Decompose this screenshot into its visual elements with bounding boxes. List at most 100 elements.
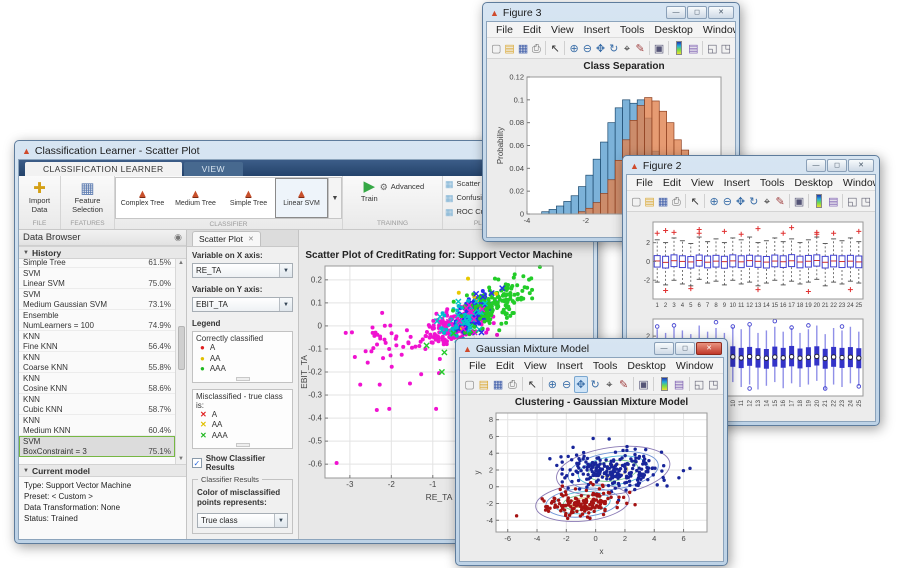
history-item[interactable]: KNN Coarse KNN 55.8% bbox=[19, 352, 175, 373]
print-icon[interactable]: ⎙ bbox=[507, 378, 517, 391]
history-item[interactable]: SVM Linear SVM 75.0% bbox=[19, 268, 175, 289]
history-item[interactable]: KNN Cosine KNN 58.6% bbox=[19, 373, 175, 394]
zoom-out-icon[interactable]: ⊖ bbox=[582, 42, 592, 55]
menu-help[interactable]: Help bbox=[718, 360, 723, 372]
advanced-button[interactable]: ⚙ Advanced bbox=[379, 182, 425, 192]
history-item[interactable]: KNN Medium KNN 60.4% bbox=[19, 415, 175, 436]
pointer-icon[interactable]: ↖ bbox=[690, 195, 700, 208]
maximize-button[interactable]: ◻ bbox=[687, 6, 707, 19]
undock-icon[interactable]: ◳ bbox=[720, 42, 731, 55]
menu-edit[interactable]: Edit bbox=[522, 23, 542, 36]
minimize-button[interactable]: — bbox=[654, 342, 674, 355]
gallery-expand-button[interactable]: ▼ bbox=[328, 178, 341, 218]
brush-icon[interactable]: ✎ bbox=[635, 42, 645, 55]
history-section-header[interactable]: ▼ History bbox=[19, 246, 186, 259]
scroll-down-icon[interactable]: ▼ bbox=[178, 456, 184, 462]
history-item[interactable]: KNN Fine KNN 56.4% bbox=[19, 331, 175, 352]
app-titlebar[interactable]: ▲ Classification Learner - Scatter Plot bbox=[18, 141, 594, 159]
classifier-linear-svm[interactable]: ▲ Linear SVM bbox=[275, 178, 328, 218]
classifier-complex-tree[interactable]: ▲ Complex Tree bbox=[120, 188, 165, 208]
close-button[interactable]: ✕ bbox=[848, 159, 874, 172]
current-model-section-header[interactable]: ▼ Current model bbox=[19, 464, 186, 477]
rotate-3d-icon[interactable]: ↻ bbox=[749, 195, 759, 208]
legend-scrollbar[interactable] bbox=[235, 376, 250, 381]
maximize-button[interactable]: ◻ bbox=[675, 342, 695, 355]
menu-view[interactable]: View bbox=[551, 23, 574, 36]
zoom-out-icon[interactable]: ⊖ bbox=[722, 195, 732, 208]
history-scrollbar[interactable]: ▲ ▼ bbox=[175, 259, 186, 464]
dock-figure-icon[interactable]: ◱ bbox=[693, 378, 705, 391]
menu-desktop[interactable]: Desktop bbox=[654, 23, 693, 36]
minimize-button[interactable]: — bbox=[666, 6, 686, 19]
menu-file[interactable]: File bbox=[469, 359, 486, 372]
link-plot-icon[interactable]: ▣ bbox=[653, 42, 665, 55]
history-item[interactable]: KNN Cubic KNN 58.7% bbox=[19, 394, 175, 415]
menu-file[interactable]: File bbox=[636, 176, 653, 189]
zoom-in-icon[interactable]: ⊕ bbox=[709, 195, 719, 208]
print-icon[interactable]: ⎙ bbox=[531, 42, 541, 55]
open-folder-icon[interactable]: ▤ bbox=[504, 42, 515, 55]
menu-view[interactable]: View bbox=[691, 176, 714, 189]
menu-tools[interactable]: Tools bbox=[592, 359, 618, 372]
scroll-thumb[interactable] bbox=[177, 326, 185, 370]
feature-selection-button[interactable]: ▦ Feature Selection bbox=[72, 180, 103, 214]
collapse-panel-icon[interactable]: ◉ bbox=[174, 232, 182, 242]
menu-window[interactable]: Window bbox=[702, 23, 735, 36]
menu-tools[interactable]: Tools bbox=[619, 23, 645, 36]
menu-file[interactable]: File bbox=[496, 23, 513, 36]
menu-view[interactable]: View bbox=[524, 359, 547, 372]
close-button[interactable]: ✕ bbox=[708, 6, 734, 19]
brush-icon[interactable]: ✎ bbox=[619, 378, 629, 391]
menu-tools[interactable]: Tools bbox=[759, 176, 785, 189]
new-file-icon[interactable]: ▢ bbox=[491, 42, 502, 55]
tab-scatter-plot[interactable]: Scatter Plot ✕ bbox=[192, 231, 261, 246]
menu-insert[interactable]: Insert bbox=[583, 23, 610, 36]
roc-curve-button[interactable]: ▦ ROC Curve bbox=[445, 206, 496, 217]
link-plot-icon[interactable]: ▣ bbox=[793, 195, 805, 208]
classifier-simple-tree[interactable]: ▲ Simple Tree bbox=[229, 188, 268, 208]
train-button[interactable]: ▶ Train bbox=[360, 178, 378, 203]
gmm-titlebar[interactable]: ▲ Gaussian Mixture Model — ◻ ✕ bbox=[459, 339, 724, 357]
dock-figure-icon[interactable]: ◱ bbox=[847, 195, 858, 208]
scatter-plot-button[interactable]: ▦ Scatter Plot bbox=[445, 178, 496, 189]
history-item[interactable]: Ensemble NumLearners = 100 74.9% bbox=[19, 310, 175, 331]
legend-icon[interactable]: ▤ bbox=[828, 195, 839, 208]
zoom-in-icon[interactable]: ⊕ bbox=[547, 378, 557, 391]
save-icon[interactable]: ▦ bbox=[517, 42, 529, 55]
menu-insert[interactable]: Insert bbox=[723, 176, 750, 189]
dock-figure-icon[interactable]: ◱ bbox=[707, 42, 718, 55]
figure3-titlebar[interactable]: ▲ Figure 3 — ◻ ✕ bbox=[486, 3, 736, 21]
zoom-in-icon[interactable]: ⊕ bbox=[569, 42, 579, 55]
menu-edit[interactable]: Edit bbox=[495, 359, 515, 372]
legend-icon[interactable]: ▤ bbox=[688, 42, 699, 55]
close-button[interactable]: ✕ bbox=[696, 342, 722, 355]
maximize-button[interactable]: ◻ bbox=[827, 159, 847, 172]
history-item[interactable]: SVM Medium Gaussian SVM 73.1% bbox=[19, 289, 175, 310]
print-icon[interactable]: ⎙ bbox=[671, 195, 681, 208]
close-icon[interactable]: ✕ bbox=[247, 236, 254, 243]
y-variable-select[interactable]: EBIT_TA ▼ bbox=[192, 297, 293, 312]
undock-icon[interactable]: ◳ bbox=[708, 378, 719, 391]
pan-icon[interactable]: ✥ bbox=[595, 42, 606, 55]
undock-icon[interactable]: ◳ bbox=[860, 195, 871, 208]
menu-desktop[interactable]: Desktop bbox=[627, 359, 666, 372]
colorbar-icon[interactable] bbox=[661, 377, 668, 391]
pan-icon[interactable]: ✥ bbox=[574, 375, 588, 393]
legend-scrollbar[interactable] bbox=[235, 443, 250, 447]
colorbar-icon[interactable] bbox=[676, 41, 683, 55]
tab-classification-learner[interactable]: CLASSIFICATION LEARNER bbox=[25, 162, 182, 176]
figure2-titlebar[interactable]: ▲ Figure 2 — ◻ ✕ bbox=[626, 156, 876, 174]
pointer-icon[interactable]: ↖ bbox=[550, 42, 560, 55]
show-classifier-results-checkbox[interactable]: ✓ bbox=[192, 458, 202, 468]
tab-view[interactable]: VIEW bbox=[183, 162, 243, 176]
save-icon[interactable]: ▦ bbox=[657, 195, 669, 208]
menu-window[interactable]: Window bbox=[842, 176, 875, 189]
brush-icon[interactable]: ✎ bbox=[775, 195, 785, 208]
classifier-medium-tree[interactable]: ▲ Medium Tree bbox=[175, 188, 216, 208]
pan-icon[interactable]: ✥ bbox=[735, 195, 746, 208]
open-folder-icon[interactable]: ▤ bbox=[644, 195, 655, 208]
data-cursor-icon[interactable]: ⌖ bbox=[606, 378, 613, 391]
rotate-3d-icon[interactable]: ↻ bbox=[609, 42, 619, 55]
misclassified-color-select[interactable]: True class ▼ bbox=[197, 513, 288, 528]
